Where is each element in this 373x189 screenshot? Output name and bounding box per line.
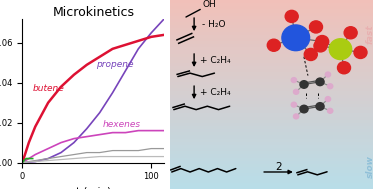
Bar	[170, 82, 373, 85]
Circle shape	[316, 78, 324, 86]
Circle shape	[325, 72, 330, 77]
Bar	[170, 3, 373, 6]
Text: butene: butene	[33, 84, 65, 93]
Bar	[170, 120, 373, 123]
Circle shape	[314, 40, 327, 52]
Bar	[170, 50, 373, 53]
Circle shape	[316, 36, 329, 48]
Bar	[170, 16, 373, 19]
Circle shape	[282, 25, 310, 51]
Circle shape	[354, 46, 367, 58]
Bar	[170, 91, 373, 94]
Circle shape	[304, 48, 317, 60]
X-axis label: t (min): t (min)	[76, 187, 111, 189]
Text: fast: fast	[366, 24, 373, 44]
Bar	[170, 76, 373, 79]
Circle shape	[344, 27, 357, 39]
Circle shape	[327, 108, 333, 113]
Bar	[170, 98, 373, 101]
Bar	[170, 69, 373, 72]
Circle shape	[291, 102, 297, 107]
Circle shape	[325, 97, 330, 101]
Bar	[170, 164, 373, 167]
Circle shape	[294, 114, 299, 119]
Bar	[170, 123, 373, 126]
Bar	[170, 170, 373, 173]
Bar	[170, 113, 373, 117]
Bar	[170, 132, 373, 136]
Circle shape	[327, 84, 333, 89]
Bar	[170, 85, 373, 88]
Bar	[170, 60, 373, 63]
Circle shape	[329, 39, 352, 60]
Bar	[170, 44, 373, 47]
Bar	[170, 117, 373, 120]
Bar	[170, 151, 373, 154]
Bar	[170, 6, 373, 9]
Text: - H₂O: - H₂O	[202, 20, 226, 29]
Circle shape	[291, 78, 297, 83]
Bar	[170, 35, 373, 38]
Bar	[170, 180, 373, 183]
Bar	[170, 63, 373, 66]
Bar	[170, 47, 373, 50]
Bar	[170, 129, 373, 132]
Circle shape	[310, 21, 323, 33]
Bar	[170, 19, 373, 22]
Bar	[170, 53, 373, 57]
Bar	[170, 176, 373, 180]
Text: + C₂H₄: + C₂H₄	[200, 88, 231, 97]
Text: + C₂H₄: + C₂H₄	[200, 56, 231, 65]
Bar	[170, 57, 373, 60]
Bar	[170, 104, 373, 107]
Circle shape	[300, 105, 308, 113]
Bar	[170, 107, 373, 110]
Bar	[170, 139, 373, 142]
Bar	[170, 0, 373, 3]
Bar	[170, 32, 373, 35]
Circle shape	[267, 39, 280, 51]
Bar	[170, 88, 373, 91]
Bar	[170, 94, 373, 98]
Circle shape	[300, 81, 308, 88]
Bar	[170, 145, 373, 148]
Bar	[170, 136, 373, 139]
Text: OH: OH	[202, 0, 216, 9]
Bar	[170, 66, 373, 69]
Bar	[170, 161, 373, 164]
Text: propene: propene	[96, 60, 133, 69]
Bar	[170, 79, 373, 82]
Text: hexenes: hexenes	[102, 120, 140, 129]
Bar	[170, 142, 373, 145]
Title: Microkinetics: Microkinetics	[52, 6, 134, 19]
Bar	[170, 186, 373, 189]
Bar	[170, 110, 373, 113]
Bar	[170, 101, 373, 104]
Bar	[170, 167, 373, 170]
Bar	[170, 41, 373, 44]
Bar	[170, 126, 373, 129]
Circle shape	[338, 62, 351, 74]
Text: slow: slow	[366, 155, 373, 178]
Bar	[170, 72, 373, 76]
Circle shape	[316, 103, 324, 110]
Bar	[170, 28, 373, 32]
Bar	[170, 148, 373, 151]
Text: 2: 2	[275, 162, 282, 172]
Bar	[170, 38, 373, 41]
Bar	[170, 183, 373, 186]
Bar	[170, 25, 373, 28]
Bar	[170, 13, 373, 16]
Circle shape	[294, 89, 299, 94]
Bar	[170, 22, 373, 25]
Circle shape	[285, 10, 298, 22]
Bar	[170, 173, 373, 176]
Bar	[170, 154, 373, 157]
Bar	[170, 9, 373, 13]
Bar	[170, 157, 373, 161]
